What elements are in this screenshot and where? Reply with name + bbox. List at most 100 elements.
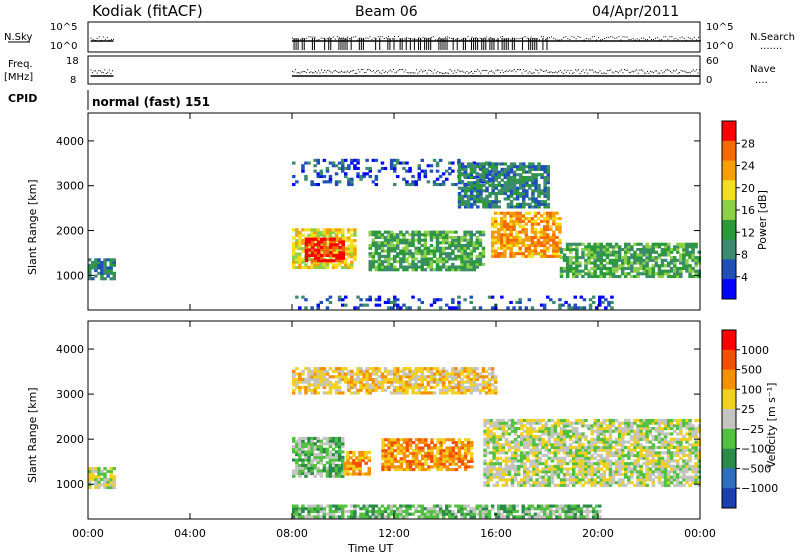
- velocity-cell: [492, 446, 496, 449]
- power-cell: [552, 249, 556, 252]
- nave-dot: [494, 73, 495, 74]
- power-cell: [590, 272, 594, 275]
- power-cell: [491, 223, 495, 226]
- power-cell: [597, 256, 601, 259]
- velocity-cell: [470, 460, 474, 463]
- nsearch-dot: [469, 40, 470, 41]
- velocity-cell: [317, 472, 321, 475]
- velocity-cell: [560, 419, 564, 422]
- velocity-cell: [587, 462, 591, 465]
- velocity-cell: [496, 424, 500, 427]
- velocity-cell: [520, 438, 524, 441]
- power-cell: [323, 266, 327, 269]
- nave-dot: [665, 70, 666, 71]
- power-cell: [667, 253, 671, 256]
- freq-tick-top: 18: [66, 56, 79, 67]
- power-cell: [439, 260, 443, 263]
- velocity-cell: [347, 370, 351, 373]
- velocity-cell: [310, 459, 314, 462]
- power-cell: [479, 252, 483, 255]
- velocity-cell: [590, 430, 594, 433]
- power-cell: [362, 172, 366, 175]
- velocity-cell: [499, 451, 503, 454]
- velocity-cell: [430, 449, 434, 452]
- power-cell: [531, 200, 535, 203]
- power-cell: [460, 247, 464, 250]
- power-cell: [636, 248, 640, 251]
- velocity-cell: [496, 473, 500, 476]
- power-cell: [528, 197, 532, 200]
- power-cell: [531, 173, 535, 176]
- velocity-cell: [489, 438, 493, 441]
- velocity-cell: [514, 454, 518, 457]
- velocity-cell: [381, 449, 385, 452]
- velocity-cell: [566, 473, 570, 476]
- power-cell: [522, 171, 526, 174]
- power-cell: [463, 249, 467, 252]
- velocity-cell: [332, 440, 336, 443]
- velocity-cell: [538, 457, 542, 460]
- power-cell: [519, 168, 523, 171]
- power-cell: [497, 231, 501, 234]
- power-cell: [519, 192, 523, 195]
- power-cell: [522, 228, 526, 231]
- velocity-cell: [636, 424, 640, 427]
- velocity-cell: [627, 468, 631, 471]
- velocity-cell: [427, 468, 431, 471]
- power-cell: [97, 272, 101, 275]
- power-cell: [369, 266, 373, 269]
- velocity-cell: [655, 465, 659, 468]
- power-cell: [430, 164, 434, 167]
- velocity-cell: [517, 459, 521, 462]
- power-cell: [506, 244, 510, 247]
- power-cell: [430, 266, 434, 269]
- velocity-cell: [642, 462, 646, 465]
- power-cell: [513, 189, 517, 192]
- power-cell: [543, 247, 547, 250]
- velocity-cell: [587, 443, 591, 446]
- power-cell: [488, 179, 492, 182]
- nsearch-dot: [107, 37, 108, 38]
- velocity-cell: [341, 378, 345, 381]
- power-cell: [498, 173, 502, 176]
- power-cell: [100, 264, 104, 267]
- velocity-cell: [682, 419, 686, 422]
- power-cell: [314, 257, 318, 260]
- power-cell: [639, 256, 643, 259]
- velocity-cell: [310, 440, 314, 443]
- velocity-cell: [421, 449, 425, 452]
- power-cell: [597, 253, 601, 256]
- power-cell: [433, 301, 437, 304]
- velocity-cell: [639, 427, 643, 430]
- velocity-cell: [551, 481, 555, 484]
- power-cell: [501, 184, 505, 187]
- velocity-cell: [520, 419, 524, 422]
- velocity-cell: [483, 424, 487, 427]
- power-cell: [445, 236, 449, 239]
- velocity-cell: [520, 432, 524, 435]
- power-cell: [555, 212, 559, 215]
- power-cell: [575, 243, 579, 246]
- power-cell: [113, 261, 117, 264]
- nsearch-dot: [682, 36, 683, 37]
- power-cell: [534, 214, 538, 217]
- velocity-cell: [563, 446, 567, 449]
- power-cell: [375, 298, 379, 301]
- nsearch-dot: [463, 38, 464, 39]
- power-cell: [546, 223, 550, 226]
- power-cell: [476, 205, 480, 208]
- power-cell: [329, 234, 333, 237]
- velocity-cell: [526, 432, 530, 435]
- velocity-cell: [483, 454, 487, 457]
- velocity-cell: [615, 451, 619, 454]
- power-cell: [414, 268, 418, 271]
- velocity-cell: [341, 456, 345, 459]
- power-cell: [430, 257, 434, 260]
- power-cell: [457, 306, 461, 309]
- nsearch-dot: [657, 37, 658, 38]
- power-cell: [479, 306, 483, 309]
- power-cell: [504, 162, 508, 165]
- nave-dot: [375, 72, 376, 73]
- power-cell: [476, 239, 480, 242]
- power-cell: [636, 267, 640, 270]
